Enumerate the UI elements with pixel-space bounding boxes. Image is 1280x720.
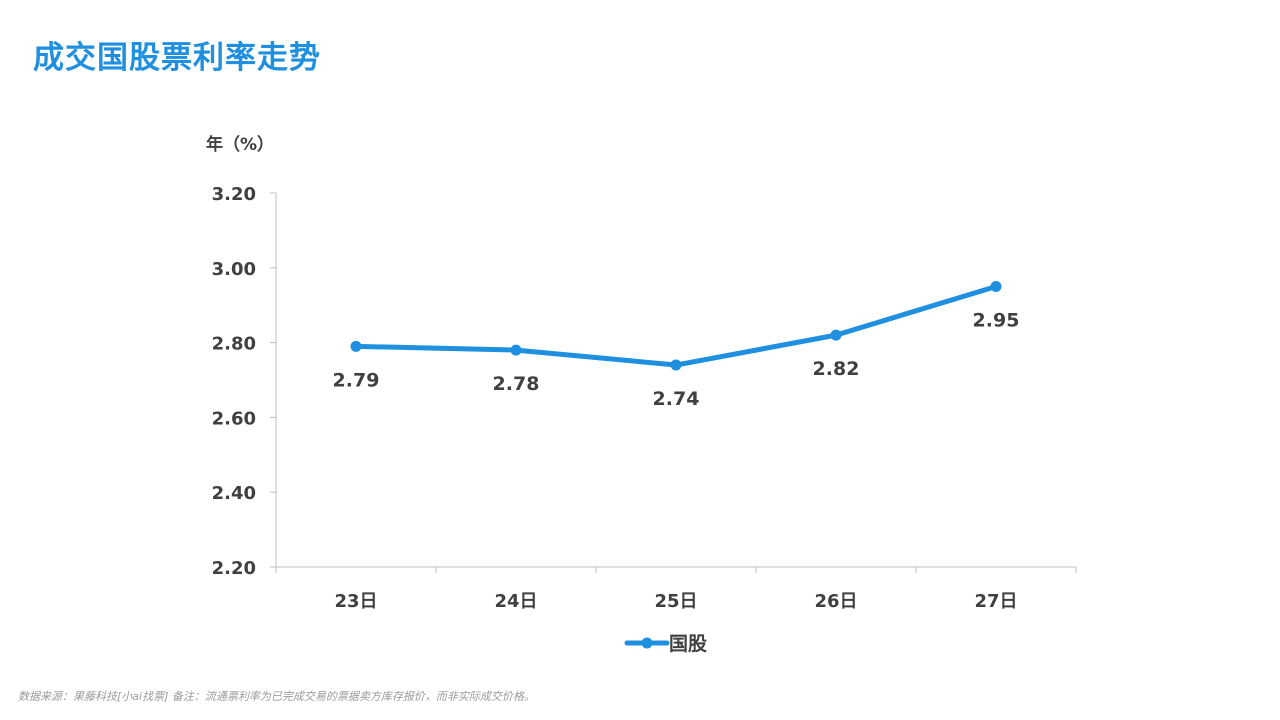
- y-axis-label: 年（%）: [206, 134, 274, 155]
- legend-label: 国股: [669, 633, 707, 655]
- page-title: 成交国股票利率走势: [33, 40, 321, 76]
- y-tick-label: 2.60: [212, 408, 256, 429]
- legend-marker: [641, 637, 653, 649]
- data-point: [830, 329, 842, 341]
- data-label: 2.79: [333, 369, 380, 391]
- data-point: [510, 344, 522, 356]
- legend: 国股: [624, 633, 707, 655]
- y-tick-label: 3.00: [212, 259, 256, 280]
- x-axis: 23日 24日 25日 26日 27日: [275, 566, 1077, 612]
- series-layer: 2.79 2.78 2.74 2.82 2.95: [333, 281, 1020, 410]
- x-tick-label: 26日: [814, 591, 857, 612]
- y-tick-label: 2.20: [212, 558, 256, 579]
- y-tick-label: 2.80: [212, 334, 256, 355]
- data-label: 2.82: [813, 358, 860, 380]
- data-point: [990, 281, 1002, 292]
- data-point: [350, 340, 362, 352]
- data-label: 2.78: [493, 373, 540, 395]
- y-tick-label: 2.40: [212, 483, 256, 504]
- data-label: 2.95: [973, 310, 1020, 332]
- data-point: [670, 359, 682, 371]
- y-axis: 3.20 3.00 2.80 2.60 2.40 2.20: [212, 184, 277, 579]
- x-tick-label: 25日: [654, 591, 697, 612]
- data-label: 2.74: [653, 388, 700, 410]
- y-tick-label: 3.20: [212, 184, 256, 205]
- x-tick-label: 27日: [974, 591, 1017, 612]
- series-line: [353, 284, 999, 368]
- x-tick-label: 23日: [334, 591, 377, 612]
- footer-note: 数据来源：果藤科技[小ai找票] 备注：流通票利率为已完成交易的票据卖方库存报价…: [18, 690, 535, 703]
- x-tick-label: 24日: [494, 591, 537, 612]
